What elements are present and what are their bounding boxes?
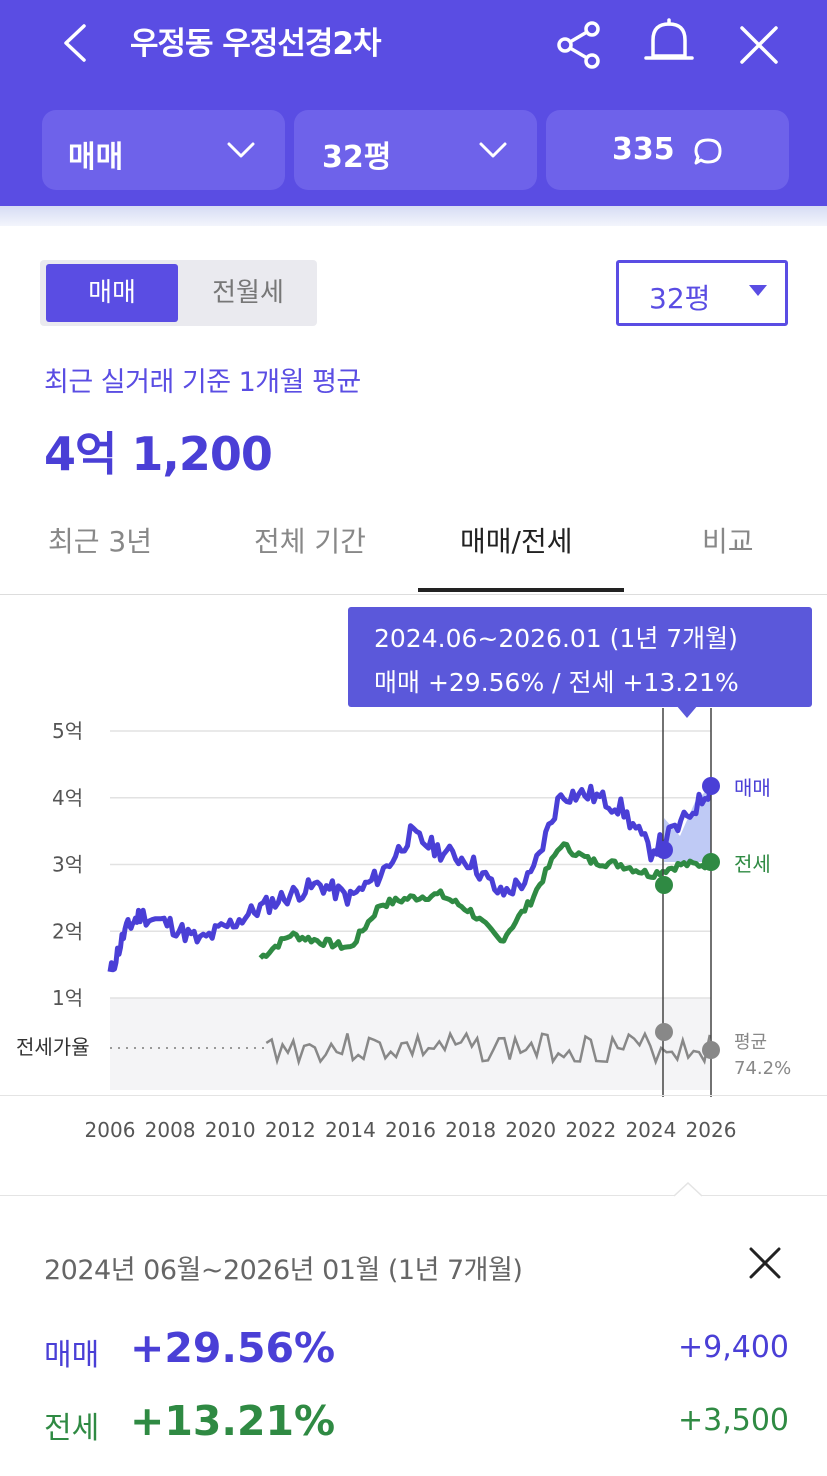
price-basis: 최근 실거래 기준 1개월 평균 <box>44 367 361 398</box>
chat-bubble-icon <box>694 138 722 165</box>
share-icon[interactable] <box>554 20 604 70</box>
x-tick-label: 2014 <box>325 1118 376 1142</box>
comments-button[interactable]: 335 <box>546 110 789 190</box>
chevron-down-icon <box>227 142 255 158</box>
sale-series-line <box>107 783 714 973</box>
header-shadow <box>0 206 827 226</box>
sale-series-label: 매매 <box>734 776 771 800</box>
average-price: 4억 1,200 <box>44 427 273 481</box>
x-tick-label: 2008 <box>145 1118 196 1142</box>
sale-change-pct: +29.56% <box>130 1324 336 1372</box>
tooltip-pointer <box>676 705 698 718</box>
trade-type-label: 매매 <box>68 140 124 175</box>
y-tick-label: 4억 <box>52 786 83 810</box>
x-tick-label: 2024 <box>625 1118 676 1142</box>
y-tick-label: 5억 <box>52 719 83 743</box>
trade-segment: 매매 전월세 <box>40 260 317 326</box>
tooltip-change: 매매 +29.56% / 전세 +13.21% <box>374 668 739 697</box>
ratio-start-point <box>655 1023 673 1041</box>
chevron-left-icon[interactable] <box>58 22 94 64</box>
x-tick-label: 2018 <box>445 1118 496 1142</box>
trade-type-select[interactable]: 매매 <box>42 110 285 190</box>
ratio-series-line <box>265 1030 712 1067</box>
range-tooltip: 2024.06~2026.01 (1년 7개월) 매매 +29.56% / 전세… <box>348 607 812 707</box>
ratio-end-point <box>702 1041 720 1059</box>
area-dropdown-label: 32평 <box>649 282 711 315</box>
x-tick-label: 2010 <box>205 1118 256 1142</box>
jeonse-label: 전세 <box>44 1411 100 1446</box>
jeonse-series-line <box>258 841 713 960</box>
page-title: 우정동 우정선경2차 <box>130 26 382 62</box>
y-axis-labels: 5억 4억 3억 2억 1억 <box>52 719 83 1010</box>
jeonse-change-pct: +13.21% <box>130 1397 336 1445</box>
chevron-down-icon <box>479 142 507 158</box>
sale-end-point <box>702 777 720 795</box>
bell-icon[interactable] <box>642 18 696 68</box>
x-tick-label: 2022 <box>565 1118 616 1142</box>
area-dropdown[interactable]: 32평 <box>616 260 788 326</box>
sale-change-amount: +9,400 <box>677 1330 789 1365</box>
summary-divider <box>0 1195 827 1196</box>
x-tick-label: 2006 <box>85 1118 136 1142</box>
close-icon[interactable] <box>748 1246 782 1280</box>
tab-sale-jeonse[interactable]: 매매/전세 <box>460 525 573 558</box>
summary-period: 2024년 06월~2026년 01월 (1년 7개월) <box>44 1255 523 1286</box>
area-select-label: 32평 <box>322 140 392 175</box>
chart-divider <box>0 1095 827 1096</box>
y-tick-label: 1억 <box>52 986 83 1010</box>
area-select[interactable]: 32평 <box>294 110 537 190</box>
y-tick-label: 3억 <box>52 853 83 877</box>
tab-recent-3y[interactable]: 최근 3년 <box>48 525 152 558</box>
tab-all-period[interactable]: 전체 기간 <box>254 525 366 558</box>
close-icon[interactable] <box>738 24 780 66</box>
caret-down-icon <box>749 285 767 296</box>
sale-label: 매매 <box>44 1338 100 1373</box>
sale-start-point <box>655 841 673 859</box>
tooltip-period: 2024.06~2026.01 (1년 7개월) <box>374 624 738 653</box>
jeonse-series-label: 전세 <box>734 852 771 876</box>
segment-rent[interactable]: 전월세 <box>212 278 284 308</box>
ratio-average-label: 평균 <box>734 1032 767 1053</box>
tab-divider <box>0 594 827 595</box>
ratio-axis-label: 전세가율 <box>16 1035 90 1059</box>
y-tick-label: 2억 <box>52 919 83 943</box>
x-tick-label: 2016 <box>385 1118 436 1142</box>
jeonse-end-point <box>702 853 720 871</box>
jeonse-change-amount: +3,500 <box>677 1403 789 1438</box>
comments-count: 335 <box>612 132 675 167</box>
x-tick-label: 2020 <box>505 1118 556 1142</box>
ratio-average-value: 74.2% <box>734 1058 791 1079</box>
x-tick-label: 2026 <box>686 1118 737 1142</box>
summary-pointer <box>674 1182 702 1197</box>
x-axis-labels: 2006 2008 2010 2012 2014 2016 2018 2020 2022 2024… <box>85 1118 737 1142</box>
active-tab-indicator <box>418 588 624 592</box>
x-tick-label: 2012 <box>265 1118 316 1142</box>
tab-compare[interactable]: 비교 <box>702 525 754 558</box>
jeonse-start-point <box>655 876 673 894</box>
segment-sale[interactable]: 매매 <box>46 264 178 322</box>
ratio-band <box>110 998 710 1090</box>
